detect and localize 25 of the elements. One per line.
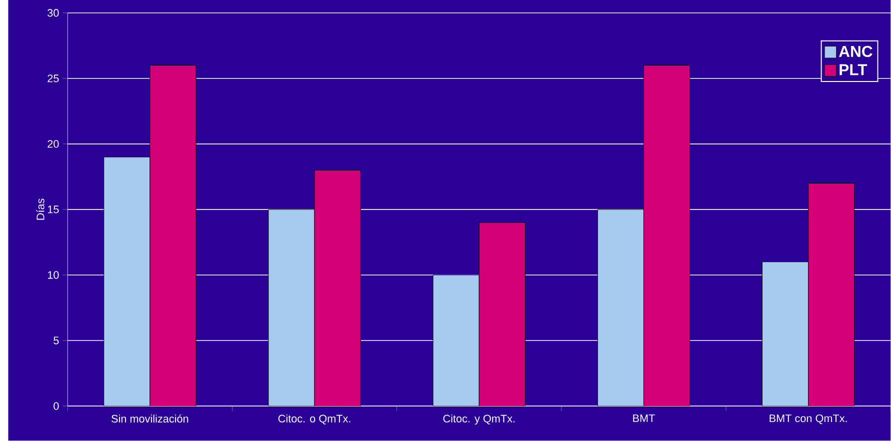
bar — [268, 209, 315, 406]
bar — [597, 209, 644, 406]
y-tick-label: 0 — [54, 402, 59, 410]
bar — [643, 65, 690, 406]
y-tick-label: 20 — [48, 140, 59, 148]
bar — [432, 274, 480, 406]
x-tick-label: Sin movilización — [112, 414, 188, 423]
y-tick-label: 5 — [54, 336, 59, 344]
bar — [314, 170, 361, 406]
y-tick-label: 15 — [48, 206, 59, 214]
bar — [478, 222, 526, 406]
x-tick-label: BMT — [633, 414, 655, 422]
x-tick-label: Citoc. y QmTx. — [443, 414, 515, 425]
y-tick-label: 30 — [48, 9, 59, 17]
bar — [104, 156, 150, 406]
y-tick-label: 10 — [48, 271, 59, 279]
bar — [808, 183, 855, 406]
x-tick-label: Citoc. o QmTx. — [278, 414, 350, 425]
y-axis-title: Días — [36, 198, 44, 220]
bar — [762, 262, 809, 406]
bar — [150, 65, 196, 406]
legend-label: ANC — [839, 46, 872, 58]
y-tick-label: 25 — [48, 74, 59, 82]
legend-label: PLT — [840, 64, 868, 76]
x-tick-label: BMT con QmTx. — [770, 414, 847, 424]
